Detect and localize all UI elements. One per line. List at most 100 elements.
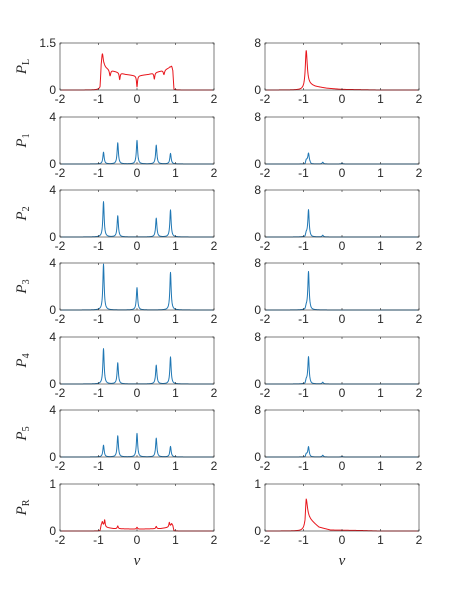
x-tick-label: 1 — [377, 92, 384, 106]
x-tick-label: 1 — [172, 92, 179, 106]
x-tick-label: 0 — [134, 386, 141, 400]
row-label-sub: R — [21, 499, 32, 506]
x-tick-label: 0 — [339, 533, 346, 547]
x-tick-label: 1 — [377, 386, 384, 400]
row-label-5: P5 — [14, 426, 32, 441]
x-tick-label: 2 — [416, 92, 423, 106]
x-tick-label: -1 — [93, 386, 104, 400]
x-tick-label: -1 — [298, 459, 309, 473]
x-tick-label: 2 — [416, 239, 423, 253]
panels: -2 -1 0 1 201.5-2 -1 0 1 208-2 -1 0 1 204-2 -1 0 1 208-2… — [39, 36, 422, 547]
x-tick-label: 1 — [172, 533, 179, 547]
x-tick-label: 0 — [134, 166, 141, 180]
x-tick-label: 2 — [211, 312, 218, 326]
y-tick-label: 8 — [254, 36, 261, 50]
row-label-3: P3 — [14, 279, 32, 294]
row-label-1: P1 — [14, 133, 32, 148]
series-line — [59, 348, 215, 385]
row-label-sub: 2 — [21, 206, 32, 211]
axes-box — [59, 336, 215, 385]
axes-box — [264, 409, 420, 458]
x-tick-label: 2 — [416, 312, 423, 326]
row-label-main: P — [14, 65, 30, 75]
panel-r5-c0: -2 -1 0 1 2 0 4 — [49, 403, 217, 473]
axes-box — [59, 483, 215, 532]
axes-box — [264, 42, 420, 91]
row-label-main: P — [14, 211, 30, 221]
x-tick-label: -2 — [260, 312, 271, 326]
panel-r5-c1: -2 -1 0 1 2 0 8 — [254, 403, 422, 473]
series-line — [264, 270, 420, 311]
panel-r4-c0: -2 -1 0 1 2 0 4 — [49, 330, 217, 400]
y-tick-label: 0 — [49, 377, 56, 391]
series-line — [59, 263, 215, 311]
x-tick-label: 2 — [211, 386, 218, 400]
x-tick-label: 1 — [377, 239, 384, 253]
series-line — [59, 53, 215, 91]
row-label-6: PR — [14, 499, 32, 516]
x-tick-label: 2 — [416, 459, 423, 473]
row-label-main: P — [14, 284, 30, 294]
x-tick-label: 2 — [211, 239, 218, 253]
x-tick-label: -1 — [298, 386, 309, 400]
series-line — [264, 356, 420, 385]
x-tick-label: 0 — [134, 533, 141, 547]
x-tick-label: 0 — [339, 92, 346, 106]
y-tick-label: 0 — [49, 524, 56, 538]
series-line — [264, 209, 420, 238]
y-tick-label: 0 — [49, 230, 56, 244]
y-tick-label: 0 — [49, 450, 56, 464]
x-tick-label: -2 — [55, 459, 66, 473]
panel-r0-c0: -2 -1 0 1 2 0 1.5 — [39, 36, 217, 106]
axes-box — [59, 262, 215, 311]
panel-r6-c0: -2 -1 0 1 2 0 1 — [49, 477, 217, 547]
row-label-4: P4 — [14, 353, 32, 368]
x-tick-label: -2 — [260, 459, 271, 473]
x-tick-label: 2 — [211, 166, 218, 180]
row-label-2: P2 — [14, 206, 32, 221]
y-tick-label: 4 — [49, 403, 56, 417]
panel-r2-c1: -2 -1 0 1 2 0 8 — [254, 183, 422, 253]
panel-r2-c0: -2 -1 0 1 2 0 4 — [49, 183, 217, 253]
row-label-sub: 1 — [21, 133, 32, 138]
x-tick-label: 2 — [211, 459, 218, 473]
axes-box — [264, 336, 420, 385]
series-line — [59, 432, 215, 458]
x-tick-label: -1 — [93, 166, 104, 180]
y-tick-label: 8 — [254, 330, 261, 344]
x-tick-label: 2 — [416, 386, 423, 400]
y-tick-label: 1 — [254, 477, 261, 491]
x-tick-label: -2 — [55, 386, 66, 400]
x-tick-label: 0 — [134, 459, 141, 473]
y-tick-label: 0 — [254, 83, 261, 97]
series-line — [264, 498, 420, 532]
x-tick-label: 2 — [211, 533, 218, 547]
row-label-0: PL — [14, 59, 32, 75]
x-tick-label: 0 — [339, 459, 346, 473]
y-tick-label: 0 — [254, 377, 261, 391]
panel-r3-c0: -2 -1 0 1 2 0 4 — [49, 256, 217, 326]
y-tick-label: 8 — [254, 403, 261, 417]
x-axis-label-right: ν — [339, 553, 346, 569]
x-tick-label: 2 — [416, 533, 423, 547]
y-tick-label: 0 — [254, 230, 261, 244]
x-tick-label: -1 — [298, 533, 309, 547]
x-tick-label: 2 — [211, 92, 218, 106]
x-tick-label: 1 — [172, 459, 179, 473]
panel-r1-c1: -2 -1 0 1 2 0 8 — [254, 110, 422, 180]
x-tick-label: -2 — [55, 92, 66, 106]
y-tick-label: 8 — [254, 183, 261, 197]
x-tick-label: 0 — [339, 239, 346, 253]
x-tick-label: -1 — [298, 239, 309, 253]
x-tick-label: -2 — [260, 239, 271, 253]
row-label-main: P — [14, 358, 30, 368]
x-tick-label: 1 — [172, 166, 179, 180]
x-tick-label: 1 — [172, 386, 179, 400]
x-tick-label: -1 — [93, 239, 104, 253]
y-tick-label: 0 — [49, 157, 56, 171]
row-label-sub: 3 — [21, 279, 32, 284]
axes-box — [59, 189, 215, 238]
axes-box — [264, 262, 420, 311]
x-tick-label: 0 — [134, 312, 141, 326]
